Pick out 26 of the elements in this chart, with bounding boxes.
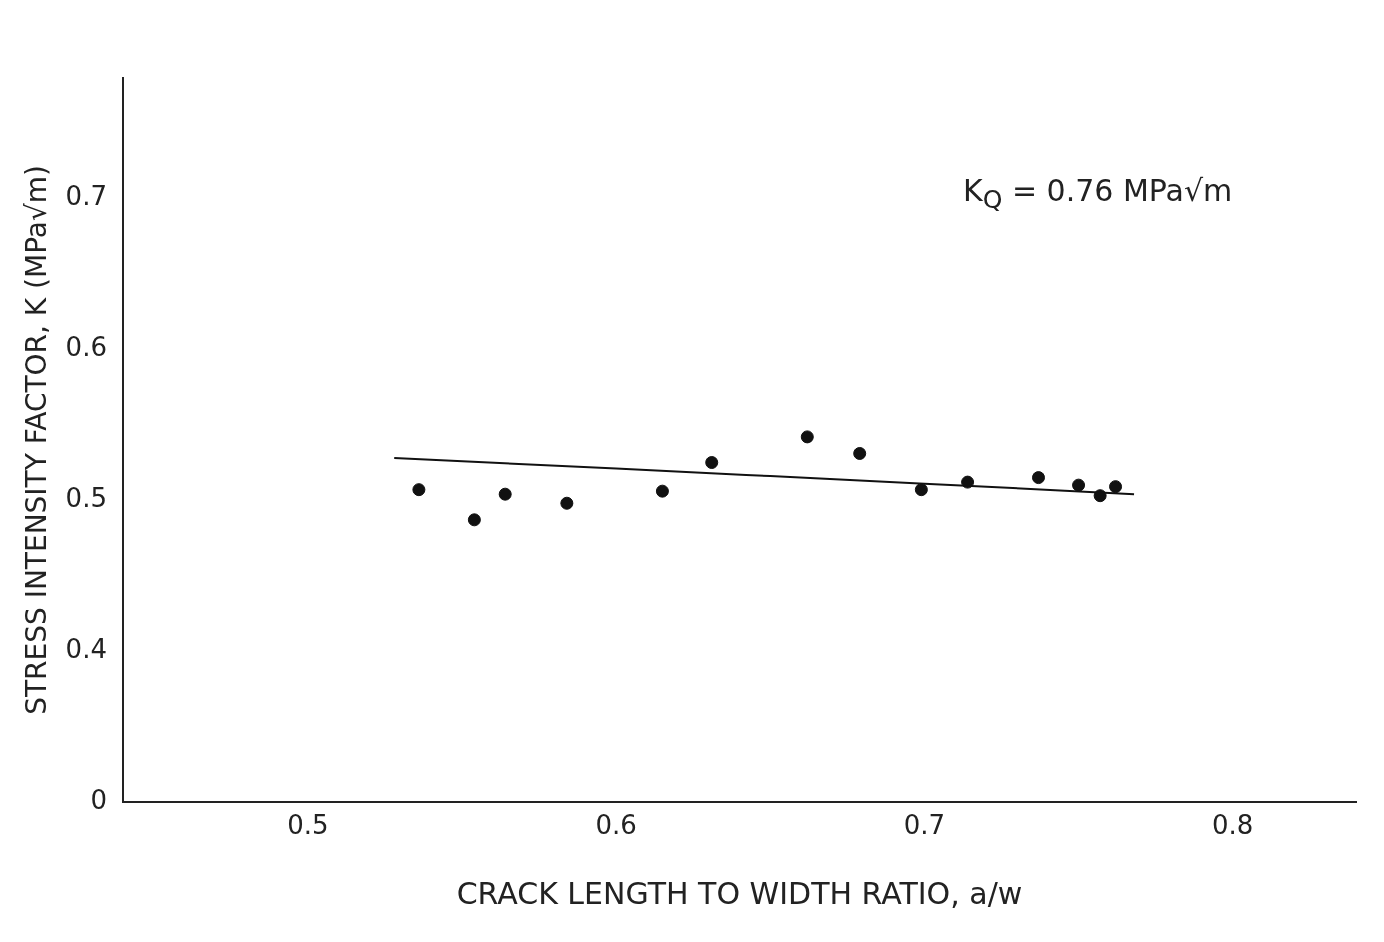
point bbox=[914, 483, 928, 497]
y-tick-label: 0.7 bbox=[65, 181, 107, 212]
point bbox=[560, 496, 574, 510]
x-tick-label: 0.7 bbox=[903, 810, 946, 841]
point bbox=[655, 484, 669, 498]
y-tick-label: 0.6 bbox=[65, 332, 107, 363]
y-axis-title: STRESS INTENSITY FACTOR, K (MPa√m) bbox=[20, 164, 54, 715]
y-tick-label: 0.5 bbox=[65, 482, 107, 513]
point bbox=[961, 475, 975, 489]
annotation: K$_{Q}$ = 0.76 MPa√m bbox=[963, 173, 1233, 214]
point bbox=[1072, 478, 1086, 492]
point bbox=[412, 483, 426, 497]
x-tick-label: 0.8 bbox=[1212, 810, 1254, 841]
point bbox=[467, 513, 481, 527]
x-axis-title: CRACK LENGTH TO WIDTH RATIO, a/w bbox=[456, 875, 1023, 911]
point bbox=[498, 487, 512, 501]
x-tick-label: 0.5 bbox=[287, 810, 329, 841]
point bbox=[1109, 480, 1123, 494]
y-tick-label: 0.4 bbox=[65, 633, 107, 664]
point bbox=[853, 446, 867, 460]
point bbox=[800, 430, 814, 444]
x-tick-label: 0.6 bbox=[595, 810, 637, 841]
point bbox=[1031, 471, 1045, 485]
point bbox=[1093, 489, 1107, 503]
y-tick-label: 0 bbox=[90, 784, 107, 815]
point bbox=[705, 456, 719, 470]
